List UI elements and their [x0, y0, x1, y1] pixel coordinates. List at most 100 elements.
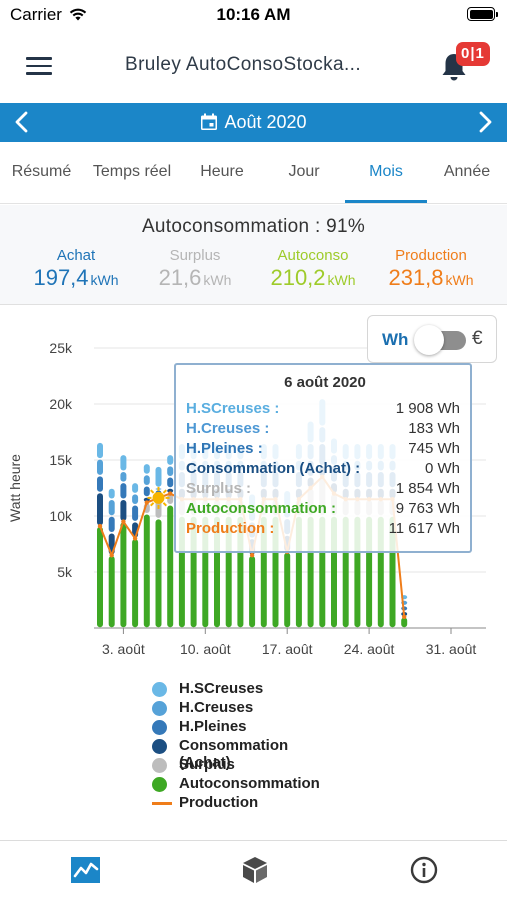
legend-swatch [152, 777, 167, 792]
bar-segment [132, 505, 139, 521]
month-selector[interactable]: Août 2020 [0, 112, 507, 133]
info-tab-icon[interactable] [409, 855, 439, 885]
tooltip-row-value: 183 Wh [408, 420, 460, 437]
bar-segment [249, 555, 256, 628]
bar-segment [108, 488, 115, 499]
production-point [402, 614, 407, 619]
summary-label: Surplus [169, 247, 221, 264]
bar-segment [401, 617, 408, 628]
tooltip-row-label: H.SCreuses : [186, 400, 280, 417]
bar-segment [167, 494, 174, 505]
wifi-icon [69, 8, 87, 21]
production-point [249, 553, 255, 558]
tooltip-row: Autoconsommation : 9 763 Wh [186, 500, 460, 517]
legend-swatch [152, 739, 167, 754]
legend-label: Autoconsommation [179, 775, 320, 792]
summary-unit: kWh [445, 272, 474, 288]
summary-unit: kWh [327, 272, 356, 288]
y-tick-label: 10k [49, 508, 73, 524]
bar-segment [167, 477, 174, 488]
chart-tooltip: 6 août 2020 H.SCreuses : 1 908 Wh H.Creus… [174, 363, 472, 553]
summary-label: Achat [56, 247, 96, 264]
legend-swatch [152, 758, 167, 773]
bar-segment [120, 499, 127, 521]
bar-segment [143, 475, 150, 486]
hamburger-menu-icon[interactable] [26, 57, 52, 75]
bar-segment [108, 516, 115, 533]
battery-tip [496, 12, 498, 17]
production-point [132, 536, 138, 541]
chevron-right-icon[interactable] [475, 110, 495, 134]
y-axis-label: Watt heure [7, 454, 23, 522]
bar-segment [155, 519, 162, 628]
sun-marker-icon [152, 491, 165, 504]
summary-unit: kWh [90, 272, 119, 288]
calendar-icon [201, 113, 218, 130]
sun-marker-ray [150, 502, 155, 507]
bar-segment [143, 486, 150, 497]
month-navigator: Août 2020 [0, 103, 507, 142]
bar-segment [167, 455, 174, 465]
y-tick-label: 15k [49, 452, 73, 468]
legend-label: Consommation (Achat) [179, 737, 289, 771]
bar-segment [120, 483, 127, 499]
status-bar: Carrier 10:16 AM [0, 0, 507, 32]
bar-segment [97, 442, 103, 459]
production-point [121, 519, 126, 524]
chevron-left-icon[interactable] [12, 110, 32, 134]
tooltip-row: H.Creuses : 183 Wh [186, 420, 460, 437]
chart-area: 5k 10k 15k 20k 25k Watt heure 3. août 10. août 1… [0, 306, 507, 826]
bar-segment [120, 522, 127, 628]
period-tabs: Résumé Temps réel Heure Jour Mois Année [0, 142, 507, 204]
bar-segment [97, 459, 103, 475]
tooltip-row-value: 1 908 Wh [395, 400, 460, 417]
bar-segment [167, 505, 174, 628]
summary-production: Production 231,8 kWh [371, 247, 491, 291]
bar-segment [167, 488, 174, 493]
bar-segment [97, 476, 103, 492]
legend-swatch [152, 701, 167, 716]
sun-marker-ray [162, 489, 167, 494]
production-point [168, 491, 173, 496]
bar-segment [143, 464, 150, 474]
bar-segment [120, 471, 127, 482]
x-tick-label: 17. août [262, 641, 313, 657]
summary-label: Production [395, 247, 467, 264]
bar-segment [143, 514, 150, 628]
tooltip-row-label: Production : [186, 520, 275, 537]
y-tick-label: 25k [49, 340, 73, 356]
tab-mois[interactable]: Mois [345, 142, 427, 203]
month-label: Août 2020 [224, 112, 307, 132]
legend-label: H.Pleines [179, 718, 247, 735]
bar-segment [120, 455, 127, 471]
tab-annee[interactable]: Année [443, 163, 491, 180]
unit-euro-label: € [472, 328, 483, 349]
tooltip-row: Production : 11 617 Wh [186, 520, 460, 537]
tooltip-row-value: 1 854 Wh [395, 480, 460, 497]
production-point [144, 500, 149, 505]
site-title: Bruley AutoConsoStocka... [125, 54, 362, 75]
cube-tab-icon[interactable] [240, 855, 270, 885]
legend-swatch [152, 682, 167, 697]
tooltip-row-label: Consommation (Achat) : [186, 460, 361, 477]
battery-icon [467, 7, 495, 21]
tab-jour[interactable]: Jour [288, 163, 320, 180]
summary-value: 231,8 [388, 265, 444, 290]
tooltip-row: H.SCreuses : 1 908 Wh [186, 400, 460, 417]
tab-resume[interactable]: Résumé [11, 163, 72, 180]
legend-label: H.Creuses [179, 699, 254, 716]
tooltip-row-value: 745 Wh [408, 440, 460, 457]
bar-segment [108, 499, 115, 516]
tooltip-row-label: Surplus : [186, 480, 252, 497]
tab-temps-reel[interactable]: Temps réel [92, 163, 172, 180]
clock: 10:16 AM [216, 5, 291, 24]
x-tick-label: 3. août [102, 641, 145, 657]
toggle-knob[interactable] [414, 325, 444, 355]
chart-tab-icon[interactable] [70, 855, 102, 885]
unit-toggle[interactable]: Wh € [367, 315, 497, 363]
y-tick-label: 20k [49, 396, 73, 412]
summary-autoconso: Autoconso 210,2 kWh [253, 247, 373, 291]
app-header: Bruley AutoConsoStocka... 0|1 [0, 32, 507, 102]
tab-heure[interactable]: Heure [200, 163, 244, 180]
